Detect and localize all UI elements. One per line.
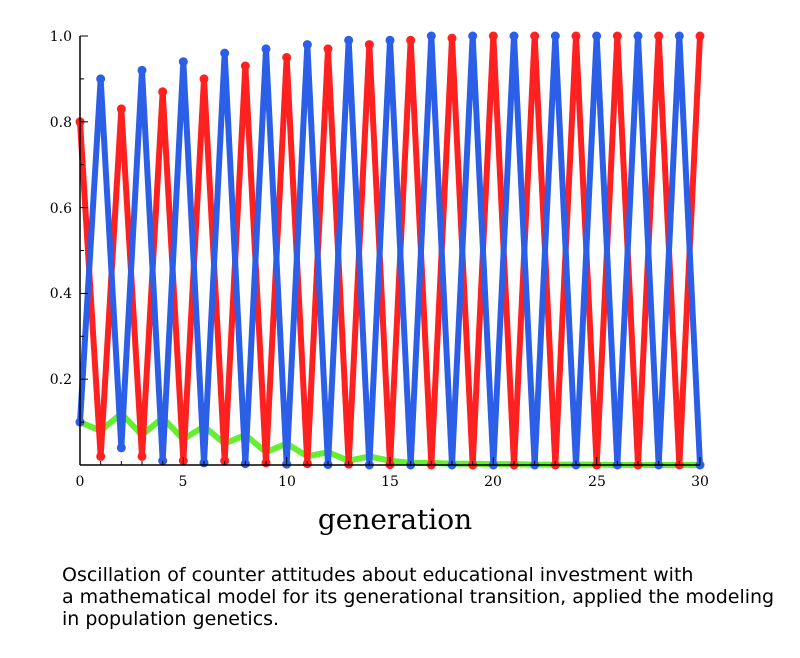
series-0-point <box>406 35 416 45</box>
series-1-point <box>137 65 147 75</box>
series-0-point <box>199 74 209 84</box>
series-1-point <box>674 31 684 41</box>
series-1-point <box>302 40 312 50</box>
series-1-point <box>550 31 560 41</box>
series-1-point <box>385 35 395 45</box>
x-tick-label-20: 20 <box>484 474 502 490</box>
series-1-point <box>158 456 168 466</box>
series-0-point <box>488 31 498 41</box>
series-0-point <box>96 451 106 461</box>
series-1-point <box>220 48 230 58</box>
series-0-point <box>240 61 250 71</box>
y-tick-label-0.8: 0.8 <box>50 115 72 131</box>
series-1-point <box>344 35 354 45</box>
chart: 0.2 0.4 0.6 0.8 1.0 0 5 10 15 20 25 30 g… <box>50 29 709 536</box>
series-0-point <box>571 31 581 41</box>
x-tick-label-25: 25 <box>588 474 606 490</box>
x-tick-label-15: 15 <box>381 474 399 490</box>
series-1-point <box>592 31 602 41</box>
series-layer <box>75 31 705 470</box>
series-0-point <box>323 44 333 54</box>
y-tick-label-1.0: 1.0 <box>50 29 72 45</box>
x-axis-title: generation <box>318 503 472 536</box>
series-1-point <box>178 57 188 67</box>
y-tick-label-0.4: 0.4 <box>50 286 72 302</box>
series-1-point <box>633 31 643 41</box>
x-tick-label-5: 5 <box>179 474 188 490</box>
series-0-point <box>282 52 292 62</box>
y-tick-label-0.6: 0.6 <box>50 201 72 217</box>
series-1-point <box>116 443 126 453</box>
series-0-point <box>158 87 168 97</box>
series-0-point <box>364 40 374 50</box>
series-0-point <box>654 31 664 41</box>
series-1-point <box>426 31 436 41</box>
series-1-line <box>77 33 703 468</box>
series-0-point <box>530 31 540 41</box>
series-1-point <box>509 31 519 41</box>
series-0-point <box>447 33 457 43</box>
x-tick-label-0: 0 <box>76 474 85 490</box>
x-tick-label-30: 30 <box>691 474 709 490</box>
caption-line-3: in population genetics. <box>62 608 280 630</box>
series-1-point <box>468 31 478 41</box>
y-tick-label-0.2: 0.2 <box>50 372 72 388</box>
caption-line-1: Oscillation of counter attitudes about e… <box>62 564 694 586</box>
series-0-point <box>116 104 126 114</box>
figure-caption: Oscillation of counter attitudes about e… <box>62 564 792 630</box>
series-0-point <box>612 31 622 41</box>
tick-layer <box>79 35 701 465</box>
series-1-point <box>261 44 271 54</box>
series-0-point <box>220 456 230 466</box>
series-1-point <box>96 74 106 84</box>
series-0-point <box>137 451 147 461</box>
x-tick-label-10: 10 <box>278 474 296 490</box>
series-0-point <box>695 31 705 41</box>
caption-line-2: a mathematical model for its generationa… <box>62 586 775 608</box>
